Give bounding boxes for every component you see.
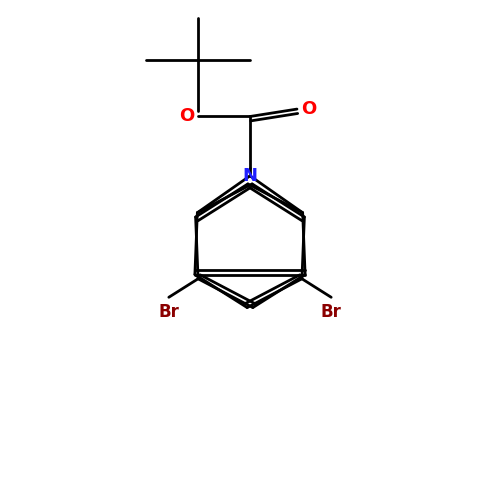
- Text: Br: Br: [158, 303, 180, 321]
- Text: O: O: [179, 108, 194, 126]
- Text: N: N: [242, 167, 258, 185]
- Text: O: O: [301, 100, 316, 118]
- Text: Br: Br: [320, 303, 342, 321]
